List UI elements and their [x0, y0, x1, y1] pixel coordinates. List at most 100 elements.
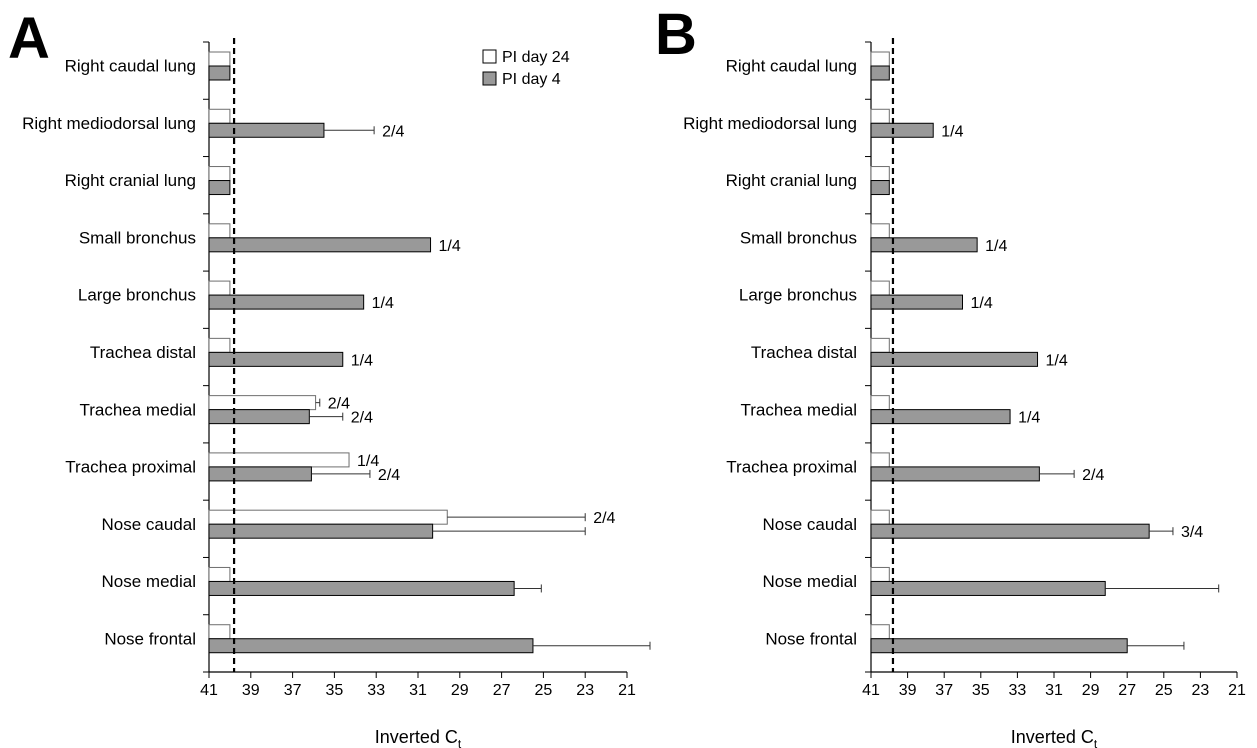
x-axis-title-subscript: t — [458, 737, 462, 748]
category-label: Nose medial — [102, 572, 197, 591]
data-label: 2/4 — [378, 467, 400, 484]
bar-day4 — [870, 294, 963, 310]
bar-day24 — [208, 337, 231, 353]
category-label: Large bronchus — [78, 286, 196, 305]
x-tick-label: 21 — [1228, 682, 1246, 699]
x-tick-label: 31 — [409, 682, 427, 699]
bar-day24 — [870, 51, 890, 67]
bar-day24 — [870, 452, 890, 468]
bar-day24 — [870, 395, 890, 411]
x-tick-label: 41 — [862, 682, 880, 699]
bar-day4 — [870, 523, 1150, 539]
bar-day24 — [208, 452, 350, 468]
bar-day4 — [208, 523, 434, 539]
panel-a: A 41 39 37 35 33 31 29 27 25 23 21 Inverted Ct Right … — [8, 6, 651, 748]
bar-day4 — [208, 180, 231, 196]
x-axis-title-text: Inverted C — [1011, 727, 1094, 747]
data-label: 1/4 — [372, 295, 394, 312]
bar-day4 — [870, 237, 978, 253]
x-tick-label: 37 — [935, 682, 953, 699]
x-axis-title-subscript: t — [1094, 737, 1098, 748]
data-label: 1/4 — [1046, 352, 1068, 369]
bar-day4 — [870, 580, 1106, 596]
data-label: 1/4 — [351, 352, 373, 369]
bar-day4 — [870, 65, 890, 81]
data-label: 1/4 — [357, 453, 379, 470]
bar-day24 — [208, 51, 231, 67]
bar-day4 — [870, 351, 1039, 367]
bar-day24 — [208, 223, 231, 239]
x-axis-title-text: Inverted C — [375, 727, 458, 747]
bar-day24 — [870, 509, 890, 525]
x-tick-label: 27 — [1118, 682, 1136, 699]
panel-b: B 41 39 37 35 33 31 29 27 25 23 21 Inverted Ct Right … — [655, 2, 1246, 748]
bar-day4 — [208, 409, 310, 425]
x-tick-label: 35 — [326, 682, 344, 699]
x-tick-label: 23 — [576, 682, 594, 699]
legend-label-day24: PI day 24 — [502, 49, 570, 66]
bar-day24 — [870, 337, 890, 353]
data-label: 1/4 — [971, 295, 993, 312]
category-label: Trachea proximal — [65, 458, 196, 477]
x-tick-label: 33 — [1009, 682, 1027, 699]
bar-day4 — [870, 180, 890, 196]
bar-day24 — [870, 108, 890, 124]
category-label: Right cranial lung — [726, 171, 857, 190]
bar-day4 — [870, 122, 934, 138]
data-label: 2/4 — [382, 123, 404, 140]
legend-label-day4: PI day 4 — [502, 71, 561, 88]
bar-day4 — [208, 122, 325, 138]
category-label: Nose caudal — [101, 515, 196, 534]
data-label: 1/4 — [1018, 410, 1040, 427]
data-label: 2/4 — [328, 396, 350, 413]
bar-day24 — [208, 566, 231, 582]
x-tick-label: 39 — [899, 682, 917, 699]
bar-day4 — [208, 580, 515, 596]
category-label: Nose frontal — [765, 629, 857, 648]
panel-label: A — [8, 6, 50, 71]
data-label: 2/4 — [1082, 467, 1104, 484]
legend-swatch-day4 — [482, 71, 497, 86]
category-label: Large bronchus — [739, 286, 857, 305]
x-tick-label: 25 — [535, 682, 553, 699]
bar-day4 — [208, 65, 231, 81]
x-tick-label: 23 — [1192, 682, 1210, 699]
bar-day24 — [870, 280, 890, 296]
bar-day24 — [870, 223, 890, 239]
category-label: Trachea medial — [740, 400, 857, 419]
x-tick-label: 31 — [1045, 682, 1063, 699]
category-label: Right cranial lung — [65, 171, 196, 190]
category-label: Trachea distal — [751, 343, 857, 362]
bar-day24 — [208, 509, 448, 525]
x-axis-title: Inverted Ct — [1011, 727, 1098, 748]
bar-day4 — [208, 638, 534, 654]
x-tick-label: 33 — [367, 682, 385, 699]
category-label: Trachea distal — [90, 343, 196, 362]
x-tick-label: 41 — [200, 682, 218, 699]
bar-day24 — [870, 166, 890, 182]
category-label: Nose medial — [763, 572, 858, 591]
data-label: 1/4 — [439, 238, 461, 255]
category-label: Right mediodorsal lung — [22, 114, 196, 133]
category-label: Small bronchus — [740, 228, 857, 247]
category-label: Nose caudal — [762, 515, 857, 534]
panel-label: B — [655, 2, 697, 67]
bar-day24 — [208, 280, 231, 296]
category-label: Right caudal lung — [65, 57, 196, 76]
data-label: 2/4 — [351, 410, 373, 427]
category-label: Right caudal lung — [726, 57, 857, 76]
x-tick-label: 35 — [972, 682, 990, 699]
bar-day24 — [208, 624, 231, 640]
data-label: 2/4 — [593, 510, 615, 527]
legend: PI day 24 PI day 4 — [482, 49, 570, 88]
data-label: 3/4 — [1181, 524, 1203, 541]
bar-day24 — [870, 624, 890, 640]
legend-swatch-day24 — [482, 49, 497, 64]
bar-day4 — [208, 237, 432, 253]
x-tick-label: 27 — [493, 682, 511, 699]
bar-day4 — [870, 638, 1128, 654]
x-tick-label: 37 — [284, 682, 302, 699]
data-label: 1/4 — [985, 238, 1007, 255]
bar-day4 — [208, 351, 344, 367]
